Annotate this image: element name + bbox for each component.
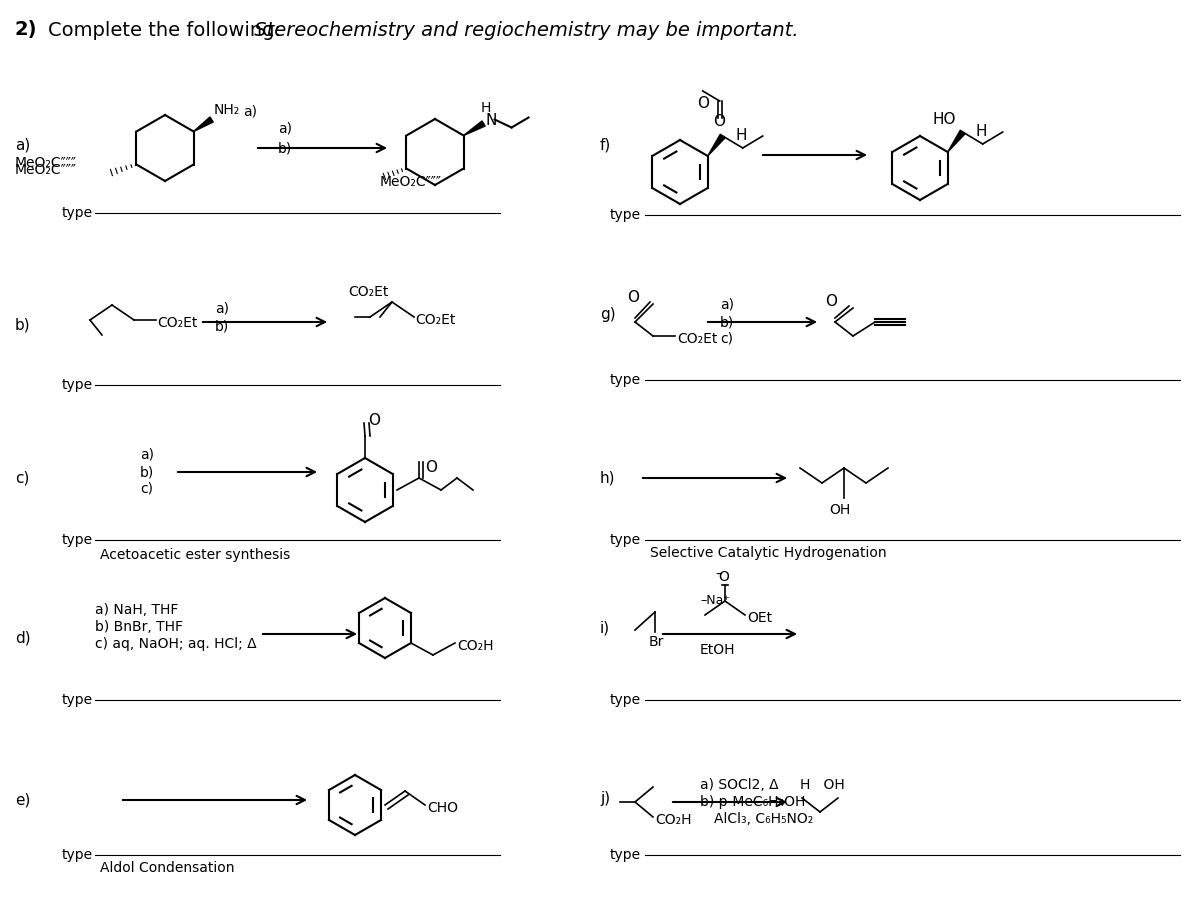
Text: O: O <box>713 114 725 129</box>
Text: CO₂Et: CO₂Et <box>348 285 389 299</box>
Text: type: type <box>62 693 94 707</box>
Text: e): e) <box>14 793 30 807</box>
Text: d): d) <box>14 631 31 645</box>
Text: EtOH: EtOH <box>700 643 736 657</box>
Text: i): i) <box>600 621 610 635</box>
Text: CO₂Et: CO₂Et <box>677 332 718 346</box>
Polygon shape <box>948 131 965 152</box>
Text: f): f) <box>600 138 611 152</box>
Text: H: H <box>736 129 748 143</box>
Text: OH: OH <box>829 503 851 517</box>
Text: O: O <box>826 295 838 310</box>
Text: type: type <box>62 378 94 392</box>
Text: H   OH: H OH <box>800 778 845 792</box>
Text: c) aq, NaOH; aq. HCl; Δ: c) aq, NaOH; aq. HCl; Δ <box>95 637 257 651</box>
Text: g): g) <box>600 307 616 323</box>
Text: a): a) <box>720 298 734 312</box>
Text: type: type <box>62 848 94 862</box>
Text: O: O <box>697 96 709 112</box>
Text: a) NaH, THF: a) NaH, THF <box>95 603 179 617</box>
Text: a): a) <box>140 448 154 462</box>
Text: N: N <box>486 113 497 128</box>
Text: OEt: OEt <box>746 611 772 625</box>
Text: O: O <box>718 570 728 584</box>
Text: b): b) <box>215 319 229 333</box>
Text: b): b) <box>278 141 293 155</box>
Text: type: type <box>610 208 641 222</box>
Text: CO₂Et: CO₂Et <box>415 313 455 327</box>
Polygon shape <box>463 121 485 135</box>
Text: a): a) <box>215 301 229 315</box>
Text: type: type <box>610 693 641 707</box>
Text: type: type <box>62 206 94 220</box>
Text: MeO₂C″″″: MeO₂C″″″ <box>380 175 442 189</box>
Text: c): c) <box>14 470 29 486</box>
Text: type: type <box>610 373 641 387</box>
Text: type: type <box>62 533 94 547</box>
Polygon shape <box>708 134 725 156</box>
Text: a) SOCl2, Δ: a) SOCl2, Δ <box>700 778 779 792</box>
Text: AlCl₃, C₆H₅NO₂: AlCl₃, C₆H₅NO₂ <box>714 812 814 826</box>
Text: CO₂Et: CO₂Et <box>157 316 197 330</box>
Text: –: – <box>715 568 722 582</box>
Text: MeO₂C″″″: MeO₂C″″″ <box>14 156 77 170</box>
Text: type: type <box>610 533 641 547</box>
Polygon shape <box>193 117 214 132</box>
Text: c): c) <box>140 482 154 496</box>
Text: O: O <box>628 289 640 305</box>
Text: O: O <box>425 460 437 476</box>
Text: Complete the following:: Complete the following: <box>48 21 281 40</box>
Text: H: H <box>976 124 988 140</box>
Text: b): b) <box>720 315 734 329</box>
Text: a): a) <box>278 121 292 135</box>
Text: b): b) <box>14 317 31 332</box>
Text: a): a) <box>14 138 30 152</box>
Text: Stereochemistry and regiochemistry may be important.: Stereochemistry and regiochemistry may b… <box>248 21 799 40</box>
Text: type: type <box>610 848 641 862</box>
Text: b) p-MeC₆H₄OH: b) p-MeC₆H₄OH <box>700 795 805 809</box>
Text: b) BnBr, THF: b) BnBr, THF <box>95 620 182 634</box>
Text: Acetoacetic ester synthesis: Acetoacetic ester synthesis <box>100 548 290 562</box>
Text: –Na⁺: –Na⁺ <box>700 594 730 606</box>
Text: CO₂H: CO₂H <box>457 639 493 653</box>
Text: NH₂: NH₂ <box>214 104 240 117</box>
Text: a): a) <box>244 105 258 119</box>
Text: H: H <box>480 101 491 114</box>
Text: b): b) <box>140 465 155 479</box>
Text: h): h) <box>600 470 616 486</box>
Text: Aldol Condensation: Aldol Condensation <box>100 861 234 875</box>
Text: c): c) <box>720 332 733 346</box>
Text: 2): 2) <box>14 21 37 40</box>
Text: CHO: CHO <box>427 801 458 815</box>
Text: O: O <box>368 413 380 428</box>
Text: MeO₂C″″″: MeO₂C″″″ <box>14 163 77 177</box>
Text: HO: HO <box>932 113 956 128</box>
Text: Br: Br <box>649 635 665 649</box>
Text: CO₂H: CO₂H <box>655 813 691 827</box>
Text: j): j) <box>600 790 610 805</box>
Text: Selective Catalytic Hydrogenation: Selective Catalytic Hydrogenation <box>650 546 887 560</box>
